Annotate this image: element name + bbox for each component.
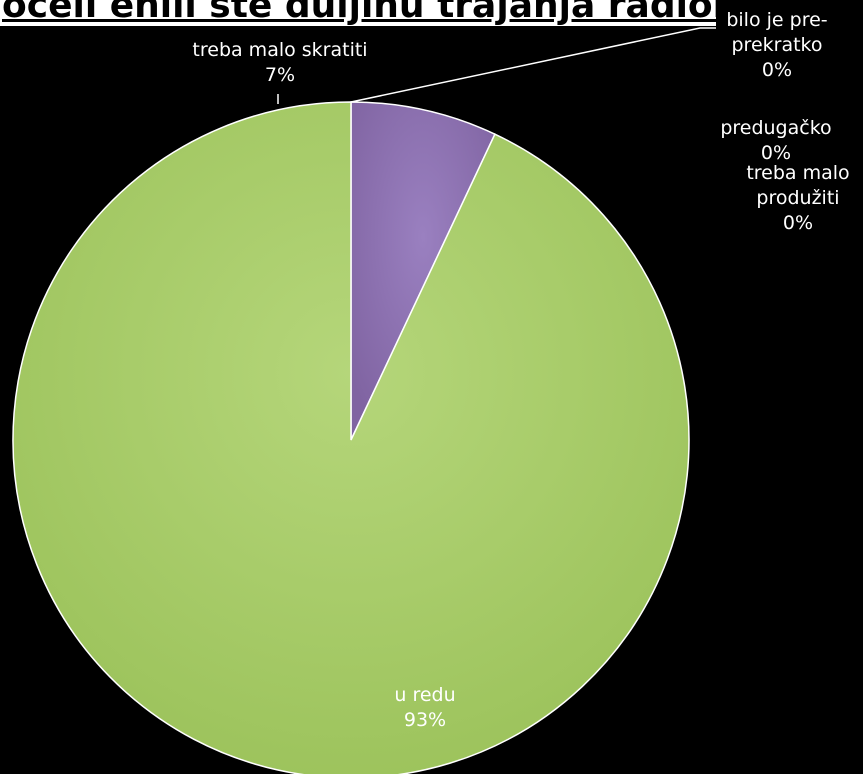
slice-label-bilo-je-pre-prekratko: bilo je pre-prekratko 0% [712,8,842,83]
slice-label-u-redu: u redu 93% [370,683,480,733]
leader-line [350,27,716,103]
slice-percent-label: 93% [403,709,447,731]
slice-label-treba-malo-produ-iti: treba malo produžiti 0% [733,161,863,236]
slice-label-preduga-ko: predugačko 0% [706,116,846,166]
slice-label-text: produžiti [756,187,840,209]
slice-label-treba-malo-skratiti: treba malo skratiti 7% [170,38,390,88]
chart-title: oceli enili ste duljinu trajanja radioni… [0,0,716,26]
slice-label-text: predugačko [720,117,832,139]
slice-label-text: treba malo skratiti [192,39,368,61]
slice-percent-label: 0% [782,212,814,234]
leader-lines [277,27,716,104]
slice-label-text: prekratko [731,34,823,56]
pie-slices [12,101,690,774]
slice-percent-label: 0% [761,59,793,81]
slice-label-text: u redu [394,684,456,706]
chart-title-clip: oceli enili ste duljinu trajanja radioni… [0,0,716,28]
pie-slice-treba-malo-skratiti [350,101,496,441]
slice-label-text: treba malo [746,162,850,184]
slice-percent-label: 0% [760,142,792,164]
pie-slice-u-redu [12,101,690,774]
slice-percent-label: 7% [264,64,296,86]
slice-label-text: bilo je pre- [726,9,828,31]
